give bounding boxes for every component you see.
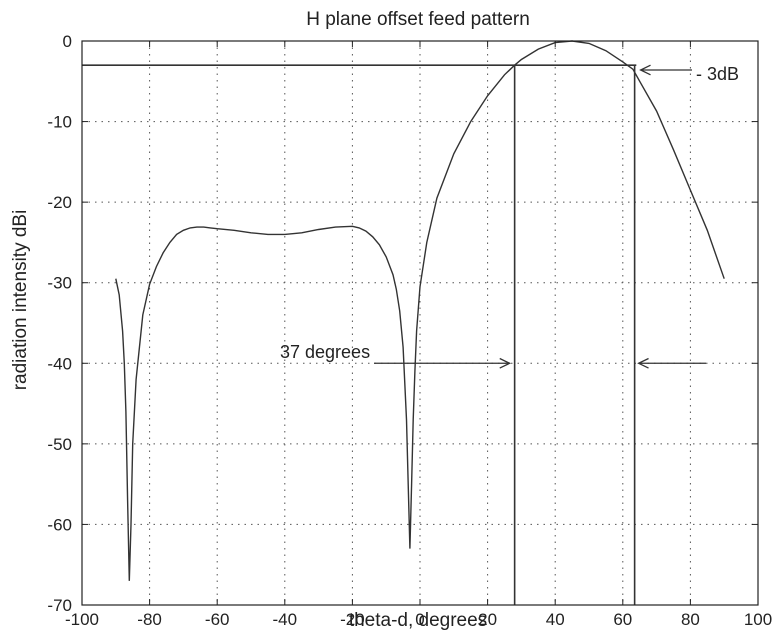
x-tick-label: 20 (478, 610, 497, 629)
y-tick-label: -20 (47, 193, 72, 212)
arrow-37deg-left-head (499, 357, 512, 369)
x-tick-label: -20 (340, 610, 365, 629)
series-line (115, 40, 725, 581)
arrow-minus3db (639, 64, 692, 76)
y-tick-label: -70 (47, 596, 72, 615)
x-axis-label: theta-d, degrees (349, 610, 487, 631)
y-tick-label: -30 (47, 274, 72, 293)
y-tick-label: -10 (47, 113, 72, 132)
arrow-minus3db-head (639, 64, 651, 76)
x-tick-label: 0 (415, 610, 424, 629)
annotations: - 3dB 37 degrees (280, 64, 739, 369)
x-tick-label: 60 (613, 610, 632, 629)
x-tick-label: 40 (546, 610, 565, 629)
y-tick-label: -40 (47, 354, 72, 373)
x-tick-label: -40 (273, 610, 298, 629)
x-tick-label: -80 (137, 610, 162, 629)
chart-title: H plane offset feed pattern (306, 9, 530, 30)
y-axis-label: radiation intensity dBi (10, 210, 31, 391)
y-tick-label: 0 (63, 32, 72, 51)
reference-lines (82, 64, 637, 605)
x-tick-label: 80 (681, 610, 700, 629)
annotation-minus-3db: - 3dB (696, 64, 739, 84)
arrow-37deg-right (637, 357, 706, 369)
annotation-37-degrees: 37 degrees (280, 342, 370, 362)
annotation-arrows (374, 64, 706, 369)
x-tick-label: -100 (65, 610, 99, 629)
x-tick-label: -60 (205, 610, 230, 629)
x-tick-label: 100 (744, 610, 772, 629)
y-tick-label: -60 (47, 515, 72, 534)
y-tick-label: -50 (47, 435, 72, 454)
arrow-37deg-right-head (637, 357, 649, 369)
tick-labels: -100 -80 -60 -40 -20 0 20 40 60 80 100 0 -10 -20 -30 -4… (47, 32, 772, 629)
grid (82, 41, 758, 605)
arrow-37deg-left (374, 357, 512, 369)
